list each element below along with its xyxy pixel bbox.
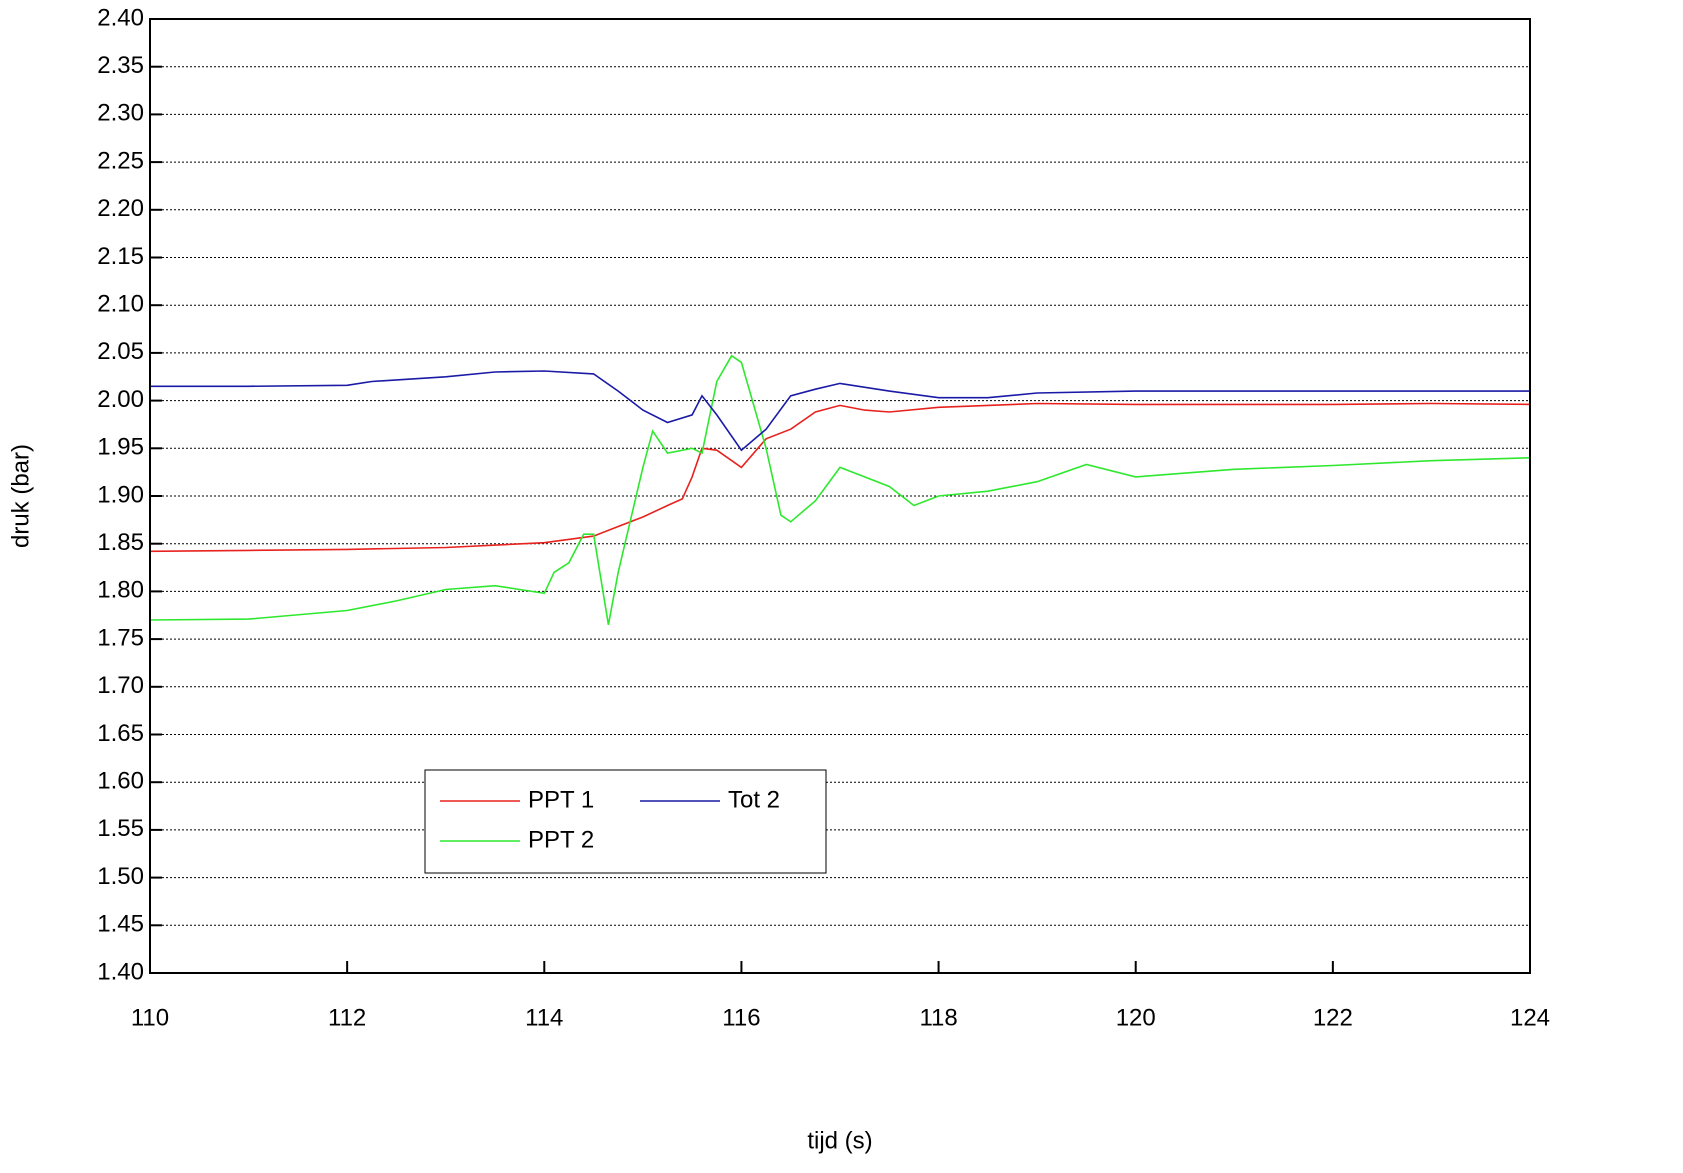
y-axis-label: druk (bar) [7, 444, 34, 548]
y-tick-label: 2.25 [97, 147, 144, 174]
plot-frame [149, 18, 1531, 974]
legend-label: PPT 1 [528, 786, 594, 813]
y-tick-label: 1.65 [97, 720, 144, 747]
x-tick-label: 114 [525, 1004, 563, 1031]
x-tick-label: 118 [919, 1004, 957, 1031]
y-tick-label: 2.35 [97, 52, 144, 79]
series-line [149, 402, 1531, 553]
x-tick-label: 124 [1510, 1004, 1550, 1031]
y-tick-label: 2.30 [97, 100, 144, 127]
x-tick-label: 112 [328, 1004, 366, 1031]
y-tick-label: 2.20 [97, 195, 144, 222]
y-tick-label: 1.85 [97, 529, 144, 556]
x-tick-label: 122 [1313, 1004, 1353, 1031]
series-line [150, 370, 1530, 452]
legend-box [424, 769, 827, 874]
y-tick-label: 1.90 [97, 481, 144, 508]
y-tick-label: 1.50 [97, 863, 144, 890]
y-tick-label: 1.70 [97, 672, 144, 699]
y-tick-label: 1.75 [97, 624, 144, 651]
y-tick-label: 2.10 [97, 291, 144, 318]
y-tick-label: 2.15 [97, 243, 144, 270]
y-tick-label: 1.60 [97, 768, 144, 795]
legend-label: Tot 2 [728, 786, 780, 813]
y-tick-label: 1.95 [97, 434, 144, 461]
y-tick-label: 1.80 [97, 577, 144, 604]
x-tick-label: 120 [1116, 1004, 1156, 1031]
y-tick-label: 2.05 [97, 338, 144, 365]
y-tick-label: 1.45 [97, 911, 144, 938]
x-tick-label: 116 [722, 1004, 760, 1031]
y-tick-label: 2.00 [97, 386, 144, 413]
y-tick-label: 1.55 [97, 815, 144, 842]
x-tick-label: 110 [131, 1004, 169, 1031]
series-line [149, 354, 1531, 625]
y-tick-label: 1.40 [97, 958, 144, 985]
x-axis-label: tijd (s) [807, 1127, 872, 1154]
y-tick-label: 2.40 [97, 4, 144, 31]
legend-label: PPT 2 [528, 826, 594, 853]
